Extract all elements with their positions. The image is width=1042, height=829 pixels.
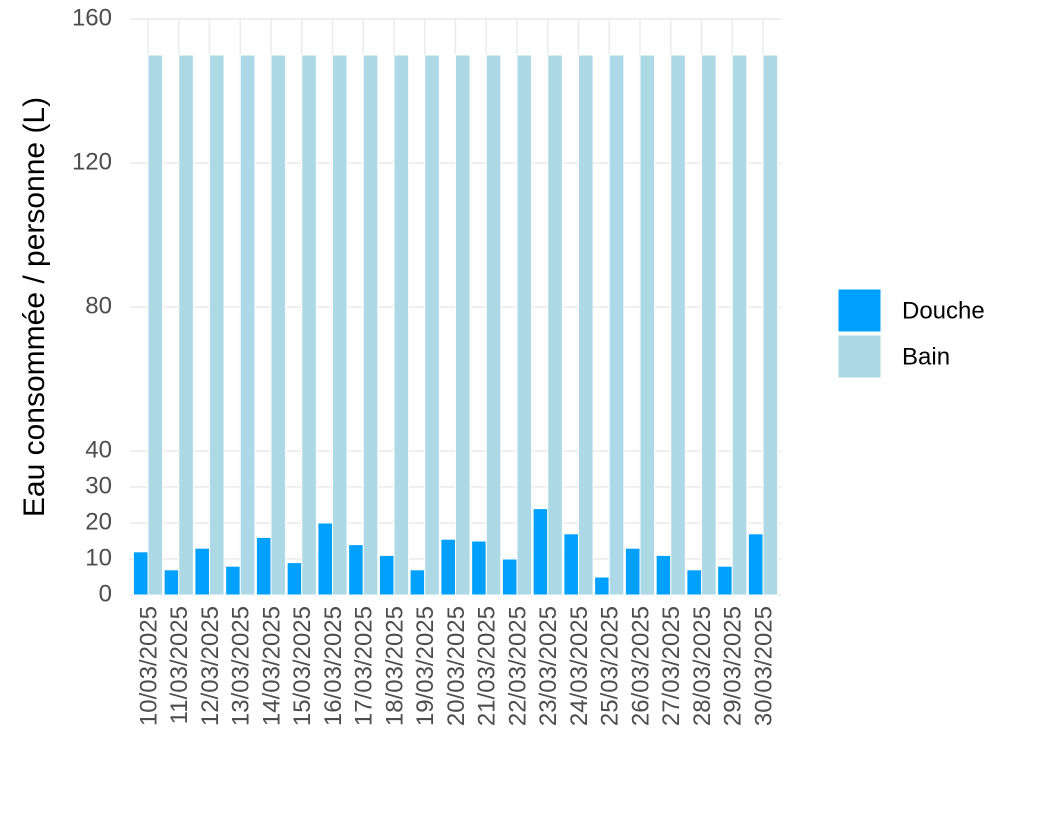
x-tick-label: 26/03/2025 [627,606,654,726]
bar [501,558,518,596]
y-tick-label: 120 [72,148,112,175]
bar [655,554,672,596]
y-tick-label: 20 [85,508,112,535]
x-tick-label: 29/03/2025 [720,606,747,726]
bar [362,54,379,596]
x-tick-label: 19/03/2025 [412,606,439,726]
x-tick-label: 18/03/2025 [381,606,408,726]
legend-swatch [837,334,882,379]
bar [471,540,487,596]
bar [255,536,272,596]
bar [194,547,211,596]
bar [424,54,440,596]
bar [516,54,533,596]
x-tick-label: 20/03/2025 [443,606,470,726]
x-tick-label: 27/03/2025 [658,606,685,726]
bar [731,54,748,596]
y-tick-label: 30 [85,472,112,499]
bar [393,54,410,596]
bar [762,54,779,596]
legend-label: Bain [902,343,950,370]
x-tick-label: 25/03/2025 [597,606,624,726]
x-tick-label: 28/03/2025 [689,606,716,726]
bar [178,54,194,596]
x-tick-label: 16/03/2025 [320,606,347,726]
bar [608,54,625,596]
bar [563,533,579,596]
x-tick-label: 11/03/2025 [166,606,193,724]
bar [532,508,549,596]
bar [547,54,563,596]
bar [225,565,241,596]
x-tick-label: 14/03/2025 [258,606,285,726]
x-tick-label: 13/03/2025 [228,606,255,726]
y-tick-label: 10 [85,544,112,571]
legend-label: Douche [902,297,985,324]
bar [670,54,686,596]
bar [270,54,287,596]
x-tick-label: 24/03/2025 [566,606,593,726]
bar [348,544,364,596]
bar [747,533,764,596]
bar [624,547,641,596]
bar [578,54,594,596]
bar [717,565,733,596]
x-tick-label: 21/03/2025 [474,606,501,726]
bar [301,54,317,596]
y-tick-label: 80 [85,292,112,319]
bar [440,538,456,596]
legend-swatch [837,288,882,333]
y-axis-title: Eau consommée / personne (L) [18,97,51,517]
x-tick-label: 23/03/2025 [535,606,562,726]
bar [163,569,180,596]
x-tick-label: 30/03/2025 [750,606,777,726]
bar [209,54,225,596]
y-tick-label: 0 [99,580,112,607]
bar [132,551,149,596]
x-tick-label: 17/03/2025 [351,606,378,726]
bar [286,562,303,596]
bar [409,569,426,596]
y-tick-label: 160 [72,4,112,31]
bar [686,569,702,596]
bar [239,54,256,596]
y-tick-label: 40 [85,436,112,463]
bar [455,54,471,596]
bar [639,54,656,596]
bar [332,54,348,596]
x-tick-label: 15/03/2025 [289,606,316,726]
bar [485,54,502,596]
x-tick-label: 12/03/2025 [197,606,224,726]
bar [594,576,610,596]
bar [147,54,164,596]
bar [701,54,717,596]
bar [317,522,333,596]
x-tick-label: 22/03/2025 [504,606,531,726]
bar [378,554,395,596]
x-tick-label: 10/03/2025 [135,606,162,726]
